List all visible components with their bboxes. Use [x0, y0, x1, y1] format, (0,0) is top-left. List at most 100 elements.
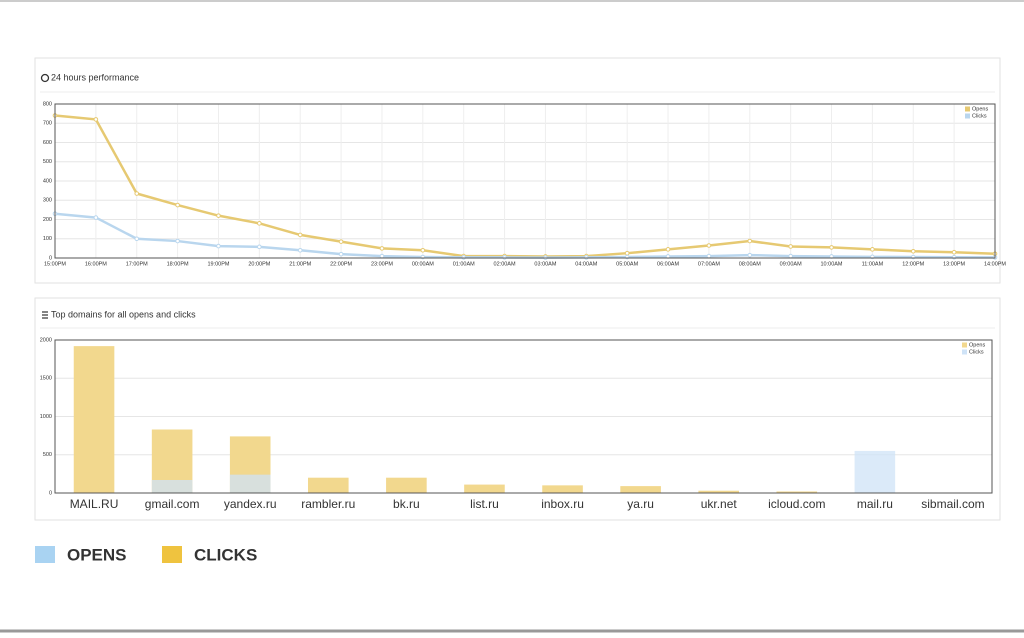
plots: 0 100 200 300 400 500 600 700 800 15:00PM 16:00PM 1… — [40, 101, 1007, 511]
point — [175, 238, 180, 244]
x-tick-label: bk.ru — [393, 497, 420, 511]
point — [747, 238, 753, 244]
point — [93, 215, 99, 220]
point — [420, 248, 426, 253]
point — [747, 252, 753, 258]
point — [134, 191, 140, 196]
point — [706, 253, 712, 259]
x-tick-label: ya.ru — [627, 497, 654, 511]
y-tick-label: 500 — [43, 452, 52, 458]
legend-label: Clicks — [969, 349, 984, 355]
x-tick-label: yandex.ru — [224, 497, 277, 511]
legend-label: Opens — [972, 106, 988, 112]
x-tick-label: 08:00AM — [739, 261, 761, 267]
x-tick-label: 15:00PM — [44, 261, 66, 267]
x-tick-label: 04:00AM — [575, 261, 597, 267]
x-tick-label: 06:00AM — [657, 261, 679, 267]
point — [338, 251, 344, 257]
y-tick-label: 0 — [49, 255, 52, 261]
x-tick-label: 12:00PM — [902, 261, 924, 267]
y-tick-label: 400 — [43, 178, 52, 184]
point — [93, 117, 99, 122]
x-tick-label: 18:00PM — [167, 261, 189, 267]
x-tick-label: 22:00PM — [330, 261, 352, 267]
legend-swatch — [965, 106, 970, 112]
bar — [307, 477, 349, 493]
x-tick-label: rambler.ru — [301, 497, 355, 511]
legend-swatch — [962, 349, 967, 355]
x-tick-label: 07:00AM — [698, 261, 720, 267]
y-tick-label: 700 — [43, 121, 52, 127]
x-tick-label: list.ru — [470, 497, 499, 511]
y-tick-label: 2000 — [40, 337, 52, 343]
x-tick-label: MAIL.RU — [70, 497, 119, 511]
plot-frame — [54, 103, 996, 259]
x-tick-label: ukr.net — [701, 497, 738, 511]
bar — [698, 490, 740, 493]
x-tick-label: 11:00AM — [862, 261, 884, 267]
legend-swatch — [965, 113, 970, 119]
plot-frame — [54, 339, 993, 494]
point — [297, 248, 303, 253]
legend-label: Clicks — [972, 113, 987, 119]
x-tick-label: 00:00AM — [412, 261, 434, 267]
point — [951, 249, 957, 255]
x-tick-label: 19:00PM — [207, 261, 229, 267]
point — [297, 232, 303, 238]
panel — [34, 57, 1001, 284]
x-tick-label: icloud.com — [768, 497, 825, 511]
point — [175, 202, 180, 208]
x-tick-label: 02:00AM — [494, 261, 516, 267]
legend-swatch — [162, 546, 182, 563]
x-tick-label: inbox.ru — [541, 497, 584, 511]
point — [788, 253, 793, 259]
point — [502, 255, 507, 260]
point — [257, 221, 262, 226]
line — [54, 114, 996, 258]
point — [461, 255, 466, 260]
clock-icon — [40, 73, 50, 83]
point — [216, 213, 221, 218]
point — [257, 244, 262, 250]
y-tick-label: 1500 — [40, 376, 52, 382]
bar — [620, 486, 661, 493]
y-tick-label: 1000 — [40, 414, 52, 420]
x-tick-label: 20:00PM — [248, 261, 270, 267]
legend-label: Opens — [969, 342, 985, 348]
y-tick-label: 800 — [43, 101, 52, 107]
x-tick-label: 14:00PM — [984, 261, 1006, 267]
point — [379, 246, 385, 251]
point — [379, 253, 385, 259]
point — [910, 248, 916, 254]
bar — [73, 346, 115, 493]
point — [584, 255, 589, 260]
y-tick-label: 100 — [43, 236, 52, 242]
legend: OPENS CLICKS — [35, 545, 257, 564]
point — [788, 244, 793, 249]
x-tick-label: 10:00AM — [821, 261, 843, 267]
y-tick-label: 200 — [43, 217, 52, 223]
x-tick-label: 03:00AM — [534, 261, 556, 267]
x-tick-label: gmail.com — [145, 497, 200, 511]
bar — [386, 477, 427, 493]
point — [829, 245, 834, 250]
bar — [854, 450, 896, 493]
x-tick-label: 21:00PM — [289, 261, 311, 267]
x-tick-label: 05:00AM — [616, 261, 638, 267]
x-tick-label: mail.ru — [857, 497, 893, 511]
bar — [776, 491, 818, 493]
panel — [34, 297, 1001, 521]
legend-swatch — [35, 546, 55, 563]
point — [624, 250, 630, 256]
list-icon — [42, 311, 48, 319]
x-tick-label: 01:00AM — [453, 261, 475, 267]
y-tick-label: 600 — [43, 140, 52, 146]
legend-swatch — [962, 342, 967, 348]
panel-title: Top domains for all opens and clicks — [51, 309, 196, 319]
x-tick-label: sibmail.com — [921, 497, 984, 511]
bar — [542, 485, 583, 493]
point — [870, 247, 875, 252]
point — [665, 247, 671, 252]
